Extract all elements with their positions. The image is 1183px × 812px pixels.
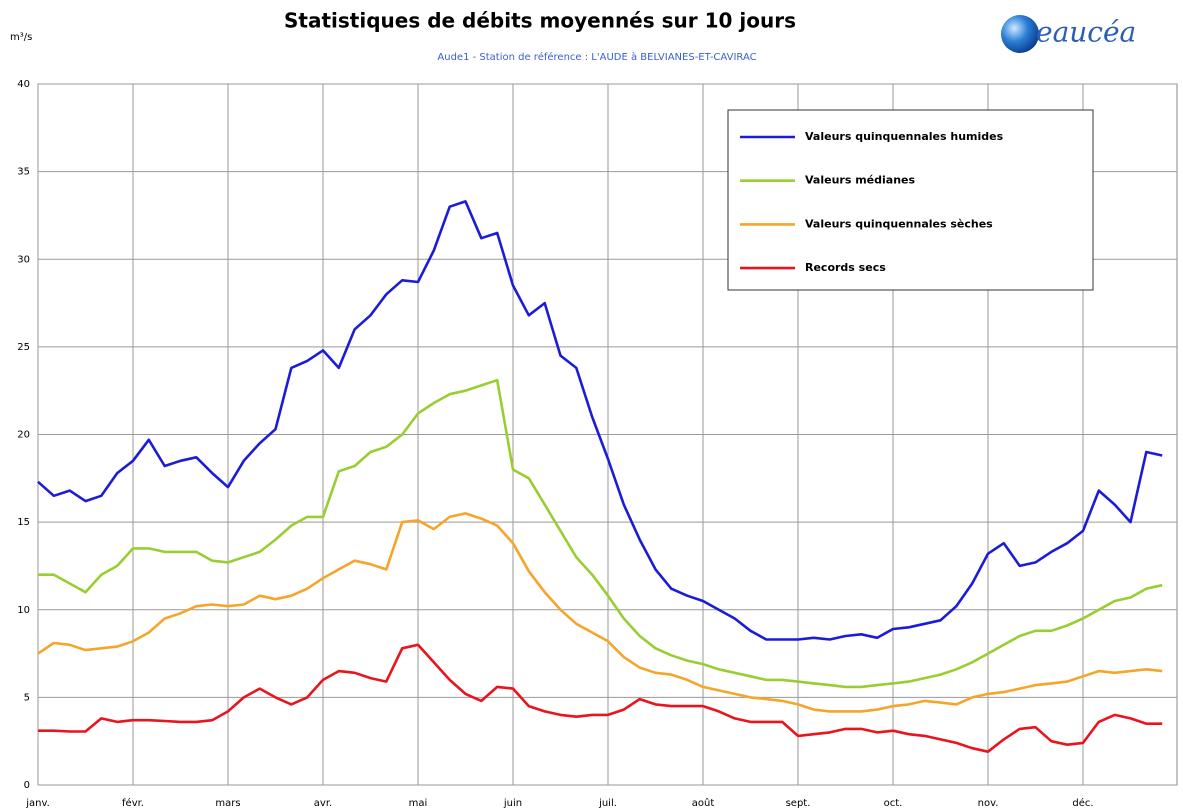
logo: eaucéa <box>1036 16 1136 49</box>
x-tick-label: juil. <box>598 798 617 809</box>
x-tick-label: nov. <box>978 798 999 809</box>
x-tick-label: mai <box>409 798 428 809</box>
x-tick-label: sept. <box>786 798 811 809</box>
y-tick-label: 15 <box>17 517 30 528</box>
y-tick-label: 0 <box>24 780 30 791</box>
data-line <box>37 200 1163 641</box>
logo-icon <box>1001 15 1039 53</box>
y-axis-label: m³/s <box>10 32 32 43</box>
y-tick-label: 25 <box>17 342 30 353</box>
y-tick-label: 20 <box>17 430 30 441</box>
x-tick-label: oct. <box>884 798 903 809</box>
x-tick-label: déc. <box>1072 797 1093 809</box>
x-tick-label: mars <box>215 798 240 809</box>
legend-label: Valeurs médianes <box>805 174 915 187</box>
y-tick-label: 40 <box>17 79 30 90</box>
legend-label: Valeurs quinquennales humides <box>805 130 1004 143</box>
x-tick-label: juin <box>503 798 522 809</box>
data-line <box>37 512 1163 713</box>
legend-label: Records secs <box>805 261 886 274</box>
y-tick-label: 35 <box>17 167 30 178</box>
x-tick-label: janv. <box>25 798 50 809</box>
x-tick-label: févr. <box>122 797 144 809</box>
y-tick-label: 5 <box>24 692 30 703</box>
y-tick-label: 10 <box>17 605 30 616</box>
chart-title: Statistiques de débits moyennés sur 10 j… <box>284 9 796 33</box>
chart-subtitle: Aude1 - Station de référence : L'AUDE à … <box>437 51 756 63</box>
x-tick-label: avr. <box>314 798 332 809</box>
x-tick-label: août <box>692 797 715 809</box>
legend-box <box>727 109 1094 291</box>
y-tick-label: 30 <box>17 254 30 265</box>
legend-label: Valeurs quinquennales sèches <box>805 217 993 230</box>
data-line <box>38 643 1163 753</box>
data-line <box>38 378 1163 689</box>
